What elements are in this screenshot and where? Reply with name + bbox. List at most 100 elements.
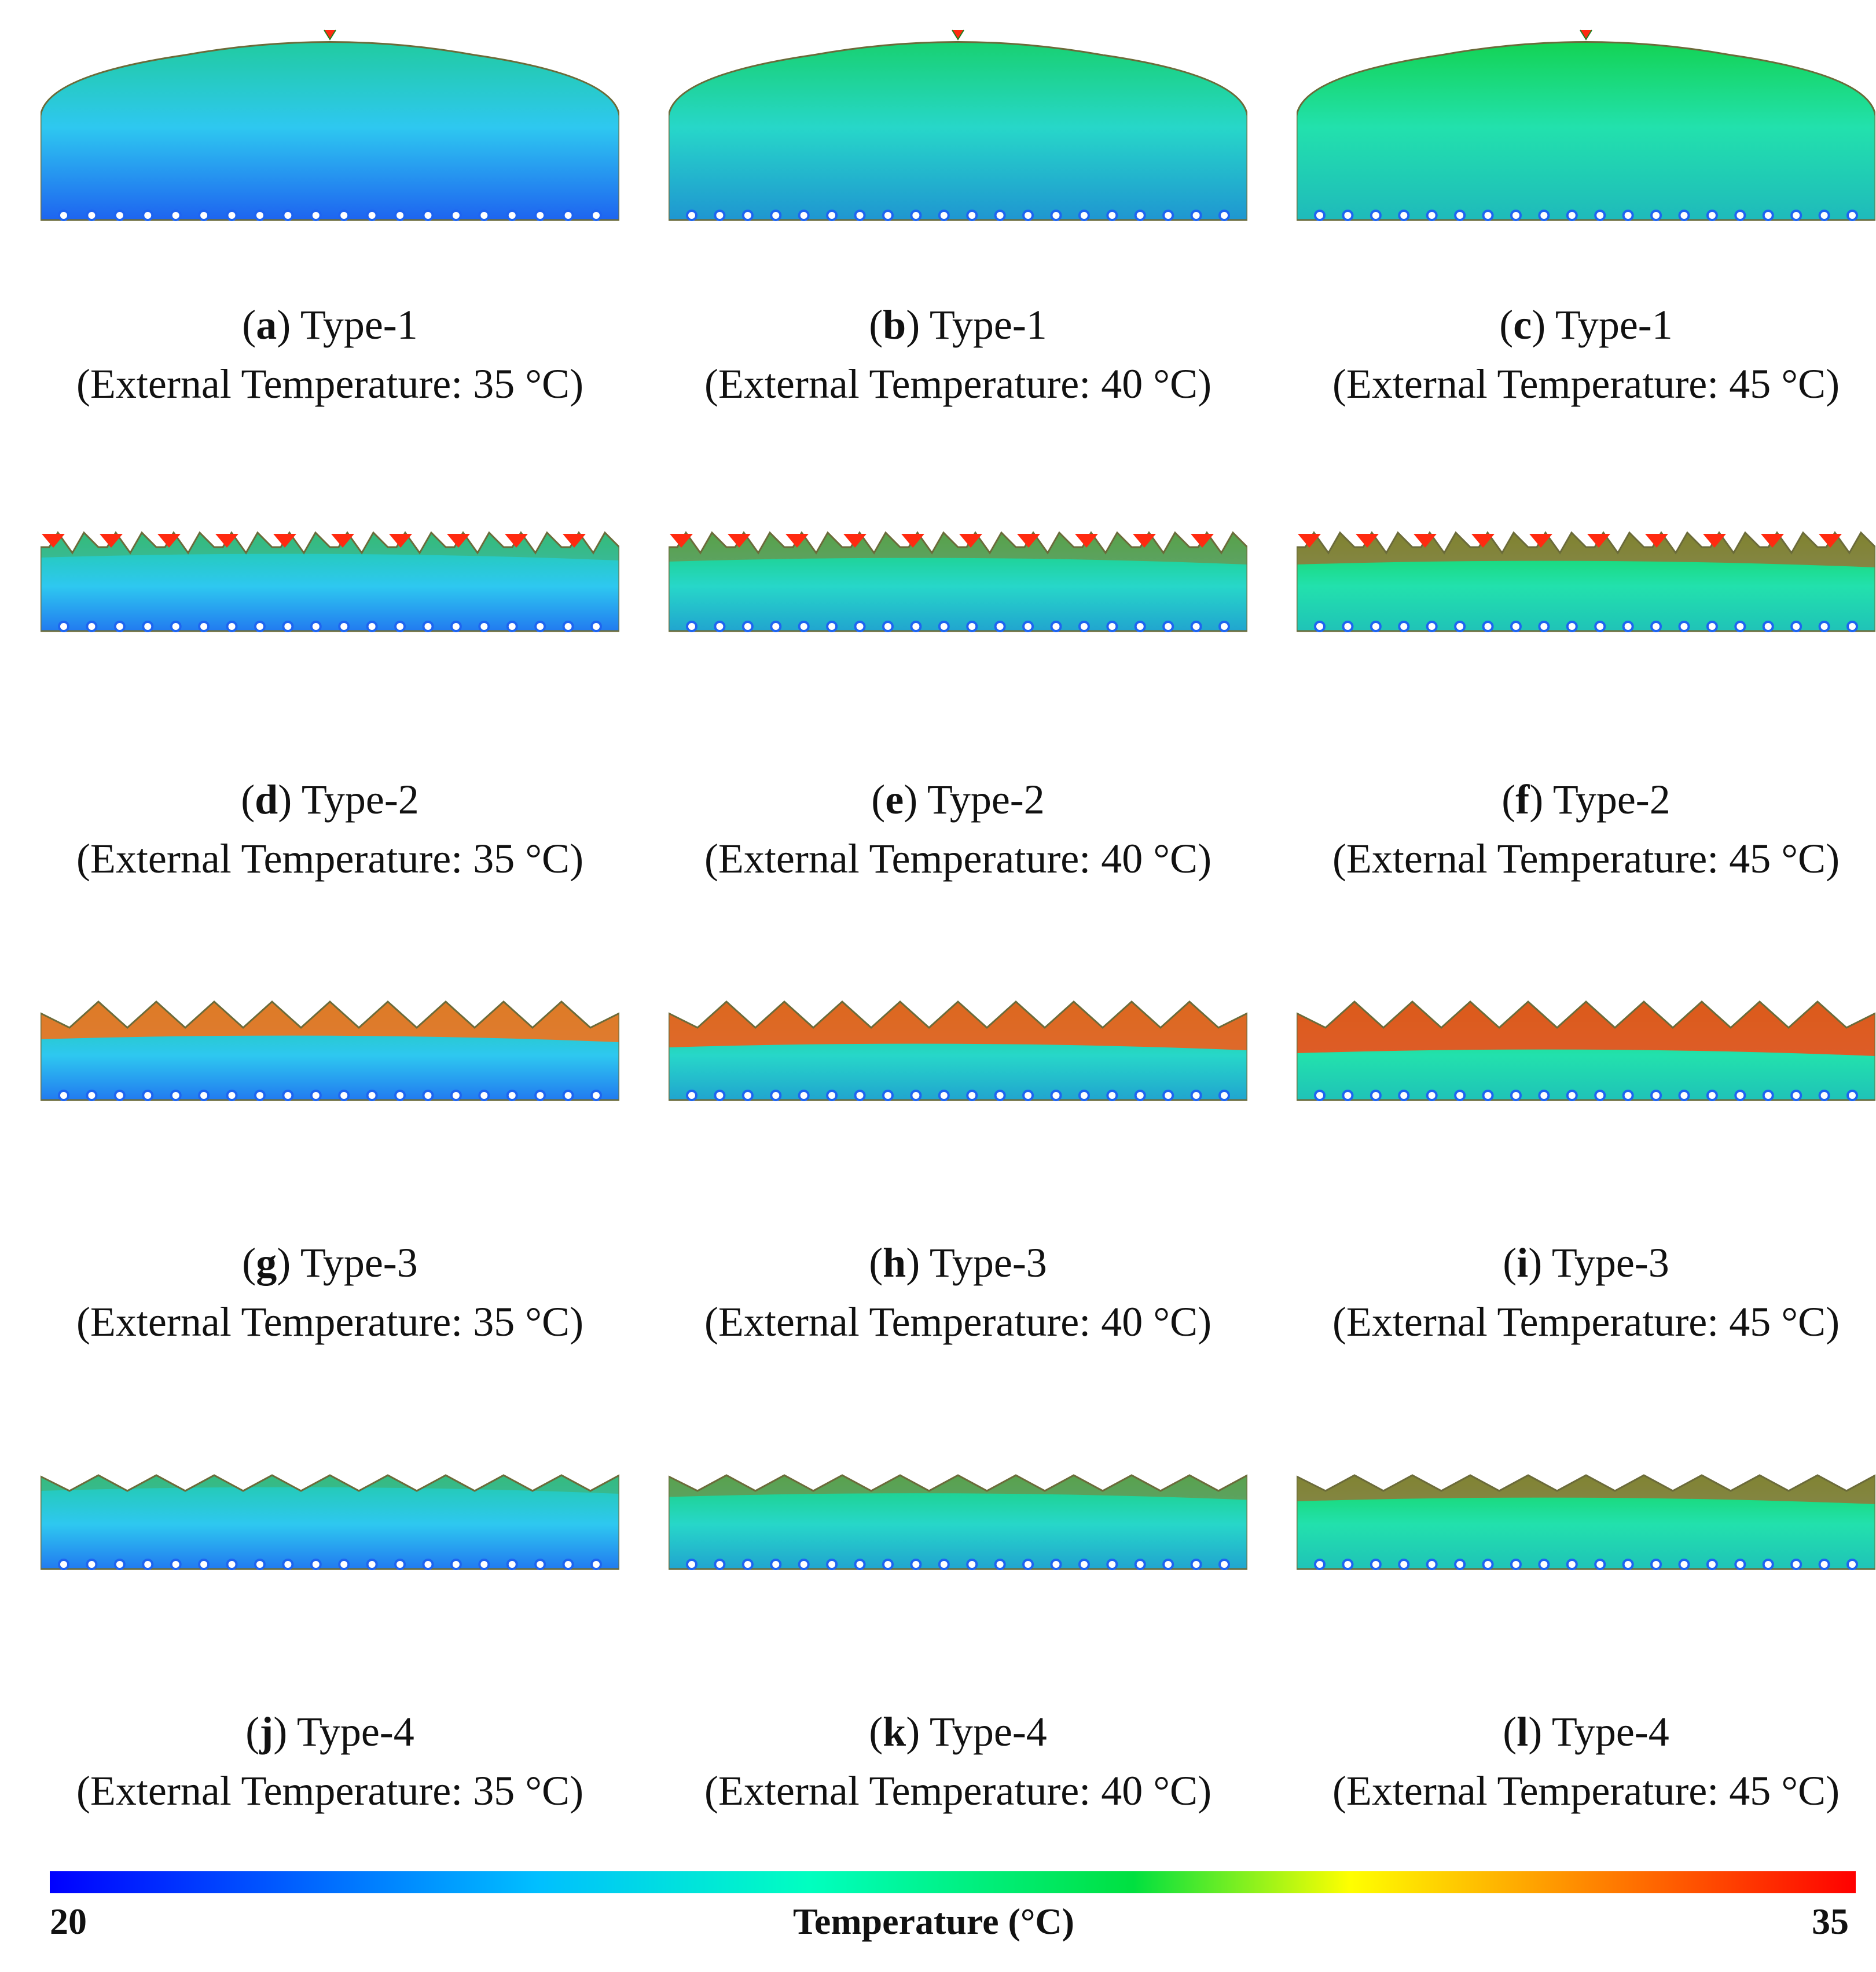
panel-j-letter: j (259, 1709, 274, 1755)
panel-b-floor-pipe (1022, 210, 1034, 221)
panel-k-floor-pipe (686, 1559, 697, 1570)
panel-l-type: Type-4 (1551, 1709, 1669, 1755)
panel-i-floor-pipe (1510, 1090, 1522, 1101)
panel-c-floor-pipe (1818, 210, 1830, 221)
panel-d-type: Type-2 (301, 776, 419, 823)
panel-k-floor-pipe (770, 1559, 782, 1570)
panel-j-floor-pipe (142, 1559, 154, 1570)
panel-e-roof-vent (785, 534, 809, 548)
panel-f-floor-pipe (1566, 621, 1578, 632)
panel-l-floor-pipe (1790, 1559, 1802, 1570)
panel-e-floor-pipe (686, 621, 697, 632)
panel-h-floor-pipe (741, 1090, 754, 1101)
panel-e-floor-pipe (1050, 621, 1062, 632)
panel-e-floor-pipe (714, 621, 726, 632)
panel-f-roof-vent (1356, 534, 1379, 548)
panel-i-floor-pipe (1370, 1090, 1382, 1101)
panel-f: (f) Type-2 (External Temperature: 45 °C) (1297, 521, 1875, 926)
panel-b-floor-pipe (770, 210, 782, 221)
panel-h-floor-pipe (1078, 1090, 1090, 1101)
panel-i-floor-pipe (1342, 1090, 1354, 1101)
panel-j-floor-pipe (590, 1559, 602, 1570)
panel-c-caption: (c) Type-1 (External Temperature: 45 °C) (1332, 302, 1840, 407)
panel-l-floor-pipe (1510, 1559, 1522, 1570)
panel-d-letter: d (255, 776, 278, 823)
panel-e-letter: e (885, 776, 904, 823)
panel-d-temperature-field (41, 533, 619, 631)
panel-g-floor-pipe (534, 1090, 546, 1101)
panel-j-floor-pipe (366, 1559, 378, 1570)
panel-b-floor-pipe (798, 210, 810, 221)
panel-i-floor-pipe (1622, 1090, 1634, 1101)
panel-d-floor-pipe (534, 621, 546, 632)
panel-j-floor-pipe (170, 1559, 182, 1570)
panel-b-floor-pipe (938, 210, 950, 221)
panel-k-floor-pipe (1218, 1559, 1230, 1570)
panel-l-floor-pipe (1650, 1559, 1662, 1570)
panel-a-floor-pipe (422, 210, 434, 221)
panel-h-floor-pipe (714, 1090, 726, 1101)
panel-e-roof-vent (1133, 534, 1156, 548)
panel-d-floor-pipe (142, 621, 154, 632)
panel-a-floor-pipe (366, 210, 378, 221)
panel-c-floor-pipe (1538, 210, 1550, 221)
panel-e-roof-vent (1017, 534, 1040, 548)
panel-i-floor-pipe (1706, 1090, 1718, 1101)
panel-e-floor-pipe (966, 621, 978, 632)
panel-j-floor-pipe (310, 1559, 322, 1570)
panel-a-floor-pipe (198, 210, 210, 221)
panel-b-contour (669, 30, 1247, 221)
panel-b-floor-pipe (686, 210, 697, 221)
panel-g-floor-pipe (338, 1090, 350, 1101)
panel-g-floor-pipe (562, 1090, 574, 1101)
panel-f-outline (1297, 531, 1875, 632)
panel-l-ext: (External Temperature: 45 °C) (1332, 1768, 1840, 1814)
panel-h-floor-pipe (938, 1090, 950, 1101)
panel-g-floor-pipe (506, 1090, 518, 1101)
panel-b-floor-pipe (882, 210, 894, 221)
colorbar-max-label: 35 (1812, 1901, 1849, 1942)
panel-e-outline (669, 531, 1247, 632)
panel-d-floor-pipe (254, 621, 266, 632)
panel-j-floor-pipe (478, 1559, 490, 1570)
panel-g: (g) Type-3 (External Temperature: 35 °C) (41, 990, 619, 1395)
panel-l-floor-pipe (1342, 1559, 1354, 1570)
panel-l-floor-pipe (1818, 1559, 1830, 1570)
panel-d-caption: (d) Type-2 (External Temperature: 35 °C) (76, 776, 584, 882)
panel-k-floor-pipe (714, 1559, 726, 1570)
panel-i-floor-pipe (1678, 1090, 1690, 1101)
panel-e-floor-pipe (798, 621, 810, 632)
panel-a-temperature-field (41, 42, 619, 220)
panel-g-floor-pipe (170, 1090, 182, 1101)
panel-h-floor-pipe (1022, 1090, 1034, 1101)
panel-j-floor-pipe (534, 1559, 546, 1570)
panel-j-floor-pipe (282, 1559, 294, 1570)
panel-d-floor-pipe (198, 621, 210, 632)
panel-f-floor-pipe (1538, 621, 1550, 632)
panel-i-floor-pipe (1566, 1090, 1578, 1101)
panel-c-contour (1297, 30, 1875, 221)
panel-f-letter: f (1515, 776, 1530, 823)
panel-i-floor-pipe (1790, 1090, 1802, 1101)
panel-e-roof-vent (901, 534, 924, 548)
panel-b: (b) Type-1 (External Temperature: 40 °C) (669, 23, 1247, 428)
panel-d-roof-vent (273, 534, 296, 548)
panel-h-floor-pipe (882, 1090, 894, 1101)
panel-d-roof-vent (215, 534, 238, 548)
panel-c-floor-pipe (1790, 210, 1802, 221)
panel-k-floor-pipe (826, 1559, 838, 1570)
panel-k-floor-pipe (1078, 1559, 1090, 1570)
panel-b-floor-pipe (1134, 210, 1146, 221)
panel-d-roof-vent (563, 534, 586, 548)
panel-i-floor-pipe (1650, 1090, 1662, 1101)
panel-k-floor-pipe (966, 1559, 978, 1570)
panel-f-floor-pipe (1734, 621, 1746, 632)
panel-d-floor-pipe (170, 621, 182, 632)
panel-g-floor-pipe (113, 1090, 126, 1101)
panel-b-floor-pipe (826, 210, 838, 221)
panel-a-floor-pipe (170, 210, 182, 221)
panel-d-roof-vent (100, 534, 123, 548)
panel-g-floor-pipe (254, 1090, 266, 1101)
panel-d-floor-pipe (478, 621, 490, 632)
panel-a-floor-pipe (534, 210, 546, 221)
